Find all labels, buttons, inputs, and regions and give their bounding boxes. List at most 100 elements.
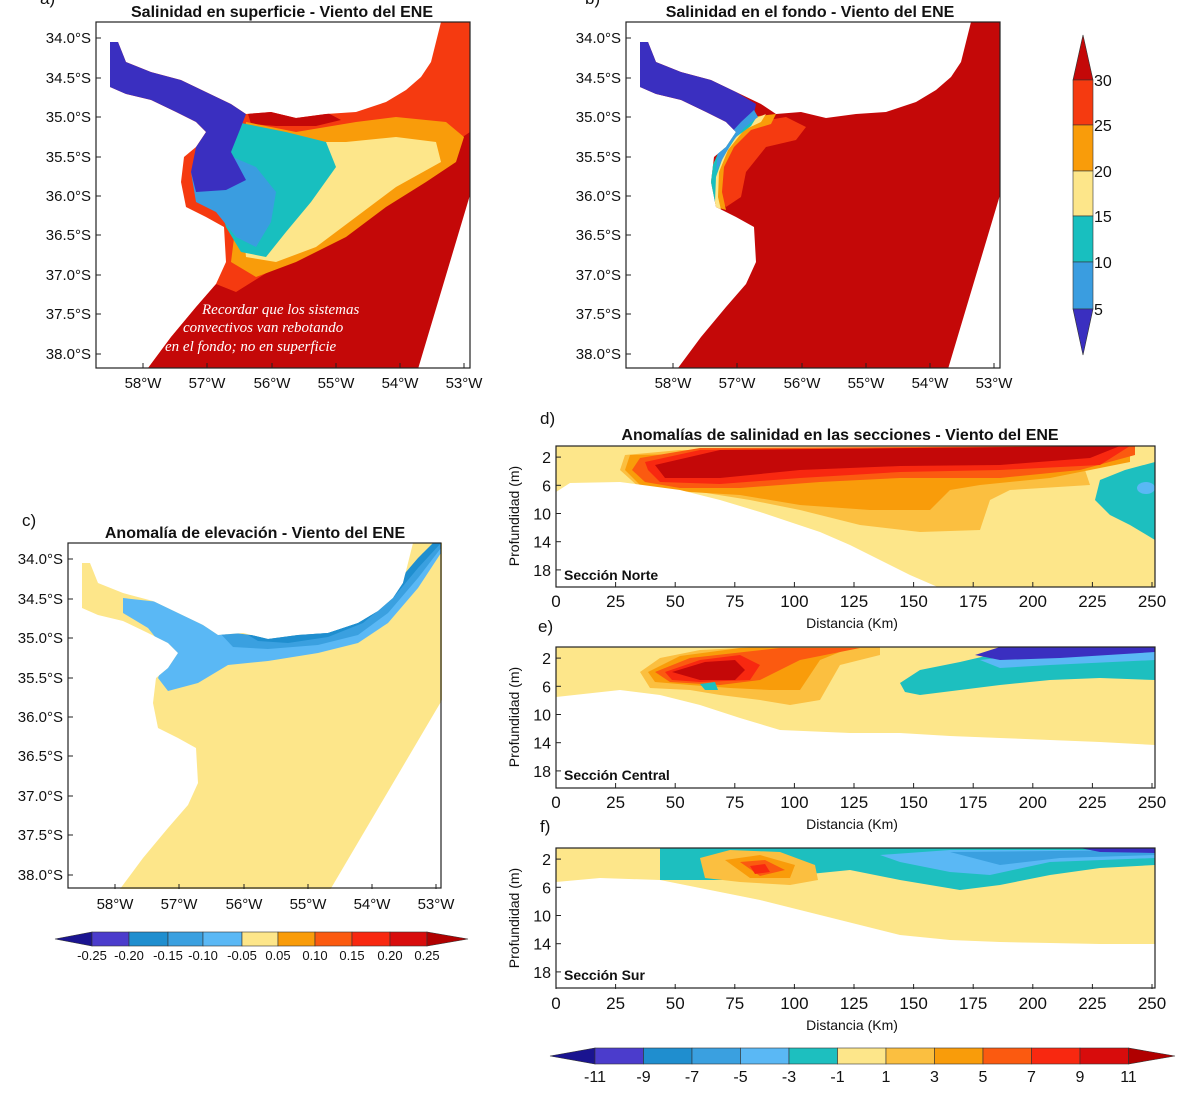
colorbar-label: 20 bbox=[1094, 164, 1112, 181]
panel-d-title: Anomalías de salinidad en las secciones … bbox=[621, 427, 1059, 444]
section-name: Sección Central bbox=[564, 767, 670, 783]
x-tick-label: 250 bbox=[1138, 793, 1166, 812]
x-tick-label: 150 bbox=[899, 994, 927, 1013]
colorbar-swatch bbox=[691, 1047, 741, 1065]
colorbar-label: 5 bbox=[979, 1069, 988, 1086]
y-tick-label: 35.0°S bbox=[576, 109, 621, 126]
colorbar-arrow-right bbox=[426, 931, 469, 947]
section-frame bbox=[555, 646, 1156, 789]
y-tick-label: 36.0°S bbox=[46, 188, 91, 205]
x-tick-label: 175 bbox=[959, 793, 987, 812]
panel-label-c: c) bbox=[22, 511, 36, 530]
y-tick-label: 18 bbox=[533, 764, 551, 781]
y-tick-label: 35.5°S bbox=[18, 670, 63, 687]
colorbar-swatch bbox=[788, 1047, 838, 1065]
y-axis-label: Profundidad (m) bbox=[506, 868, 522, 968]
x-tick-label: 100 bbox=[780, 793, 808, 812]
x-tick-label: 0 bbox=[551, 592, 560, 611]
bathymetry-mask bbox=[556, 690, 1155, 789]
x-tick-label: 150 bbox=[899, 592, 927, 611]
x-tick-label: 50 bbox=[666, 793, 685, 812]
x-tick-label: 53°W bbox=[418, 896, 456, 913]
y-tick-label: 37.5°S bbox=[576, 306, 621, 323]
colorbar-label: -5 bbox=[733, 1069, 747, 1086]
panel-d-ticks: 2 6 10 14 180 25 50 75 100 125 150 175 200 225 250 Dist… bbox=[506, 450, 1166, 631]
y-tick-label: 34.5°S bbox=[18, 591, 63, 608]
section-name: Sección Sur bbox=[564, 967, 645, 983]
colorbar-label: 11 bbox=[1120, 1069, 1137, 1086]
panel-f-ticks: 2 6 10 14 180 25 50 75 100 125 150 175 200 225 250 Dist… bbox=[506, 852, 1166, 1033]
y-tick-label: 14 bbox=[533, 535, 551, 552]
x-tick-label: 250 bbox=[1138, 592, 1166, 611]
annotation-line: Recordar que los sistemas bbox=[201, 302, 360, 318]
x-tick-label: 225 bbox=[1078, 793, 1106, 812]
map-elevation-anomaly bbox=[67, 542, 443, 890]
elevation-m005-m010-band bbox=[123, 543, 441, 691]
anomaly-lt-m9-region bbox=[1080, 848, 1155, 853]
colorbar-swatch bbox=[643, 1047, 693, 1065]
colorbar-swatch bbox=[934, 1047, 984, 1065]
colorbar-swatch bbox=[351, 931, 391, 947]
x-tick-label: 25 bbox=[606, 994, 625, 1013]
x-tick-label: 25 bbox=[606, 592, 625, 611]
y-tick-label: 2 bbox=[542, 450, 551, 467]
x-tick-label: 57°W bbox=[189, 375, 227, 392]
anomaly-9-11-region bbox=[655, 446, 1120, 478]
x-tick-label: 58°W bbox=[655, 375, 693, 392]
colorbar-swatch bbox=[837, 1047, 887, 1065]
x-tick-label: 50 bbox=[666, 592, 685, 611]
panel-label-f: f) bbox=[540, 817, 550, 836]
x-tick-label: 175 bbox=[959, 994, 987, 1013]
anomaly-m1-m3-patch bbox=[700, 682, 718, 690]
x-axis-label: Distancia (Km) bbox=[806, 615, 898, 631]
x-tick-label: 55°W bbox=[848, 375, 886, 392]
x-tick-label: 75 bbox=[725, 793, 744, 812]
anomaly-7-9-region bbox=[750, 864, 770, 874]
salinity-lt5-region bbox=[110, 40, 246, 192]
x-tick-label: 50 bbox=[666, 994, 685, 1013]
y-tick-label: 18 bbox=[533, 563, 551, 580]
x-tick-label: 57°W bbox=[161, 896, 199, 913]
colorbar-arrow-right bbox=[1128, 1047, 1176, 1065]
x-tick-label: 54°W bbox=[912, 375, 950, 392]
colorbar-swatch bbox=[740, 1047, 790, 1065]
colorbar-swatch bbox=[1079, 1047, 1129, 1065]
y-tick-label: 36.0°S bbox=[576, 188, 621, 205]
panel-c-ticks: 34.0°S 34.5°S 35.0°S 35.5°S 36.0°S 36.5°S 37.0… bbox=[18, 551, 455, 913]
y-tick-label: 14 bbox=[533, 937, 551, 954]
x-axis-label: Distancia (Km) bbox=[806, 816, 898, 832]
section-frame bbox=[555, 445, 1156, 588]
bathymetry-mask bbox=[556, 482, 940, 588]
x-tick-label: 55°W bbox=[318, 375, 356, 392]
colorbar-swatch bbox=[1072, 124, 1094, 172]
colorbar-label: 30 bbox=[1094, 73, 1112, 90]
x-tick-label: 54°W bbox=[354, 896, 392, 913]
y-tick-label: 2 bbox=[542, 651, 551, 668]
x-tick-label: 58°W bbox=[125, 375, 163, 392]
y-tick-label: 35.5°S bbox=[576, 149, 621, 166]
map-bottom-salinity bbox=[625, 21, 1001, 369]
x-tick-label: 125 bbox=[840, 592, 868, 611]
bathymetry-mask bbox=[556, 878, 1155, 989]
colorbar-arrow-left bbox=[54, 931, 93, 947]
colorbar-swatch bbox=[167, 931, 204, 947]
y-tick-label: 36.0°S bbox=[18, 709, 63, 726]
y-tick-label: 37.0°S bbox=[18, 788, 63, 805]
x-tick-label: 56°W bbox=[226, 896, 264, 913]
x-tick-label: 150 bbox=[899, 793, 927, 812]
x-tick-label: 25 bbox=[606, 793, 625, 812]
y-tick-label: 35.5°S bbox=[46, 149, 91, 166]
y-tick-label: 34.0°S bbox=[46, 30, 91, 47]
x-tick-label: 53°W bbox=[446, 375, 484, 392]
map-frame bbox=[95, 21, 471, 369]
colorbar-label: -7 bbox=[685, 1069, 699, 1086]
y-tick-label: 35.0°S bbox=[18, 630, 63, 647]
panel-b-ticks: 34.0°S 34.5°S 35.0°S 35.5°S 36.0°S 36.5°S 37.0… bbox=[576, 30, 1013, 392]
anomaly-lt-m9-region bbox=[975, 647, 1155, 660]
anomaly-9-11-region bbox=[672, 660, 745, 680]
colorbar-swatch bbox=[1072, 261, 1094, 310]
y-tick-label: 36.5°S bbox=[46, 227, 91, 244]
colorbar-swatch bbox=[982, 1047, 1032, 1065]
y-tick-label: 18 bbox=[533, 965, 551, 982]
